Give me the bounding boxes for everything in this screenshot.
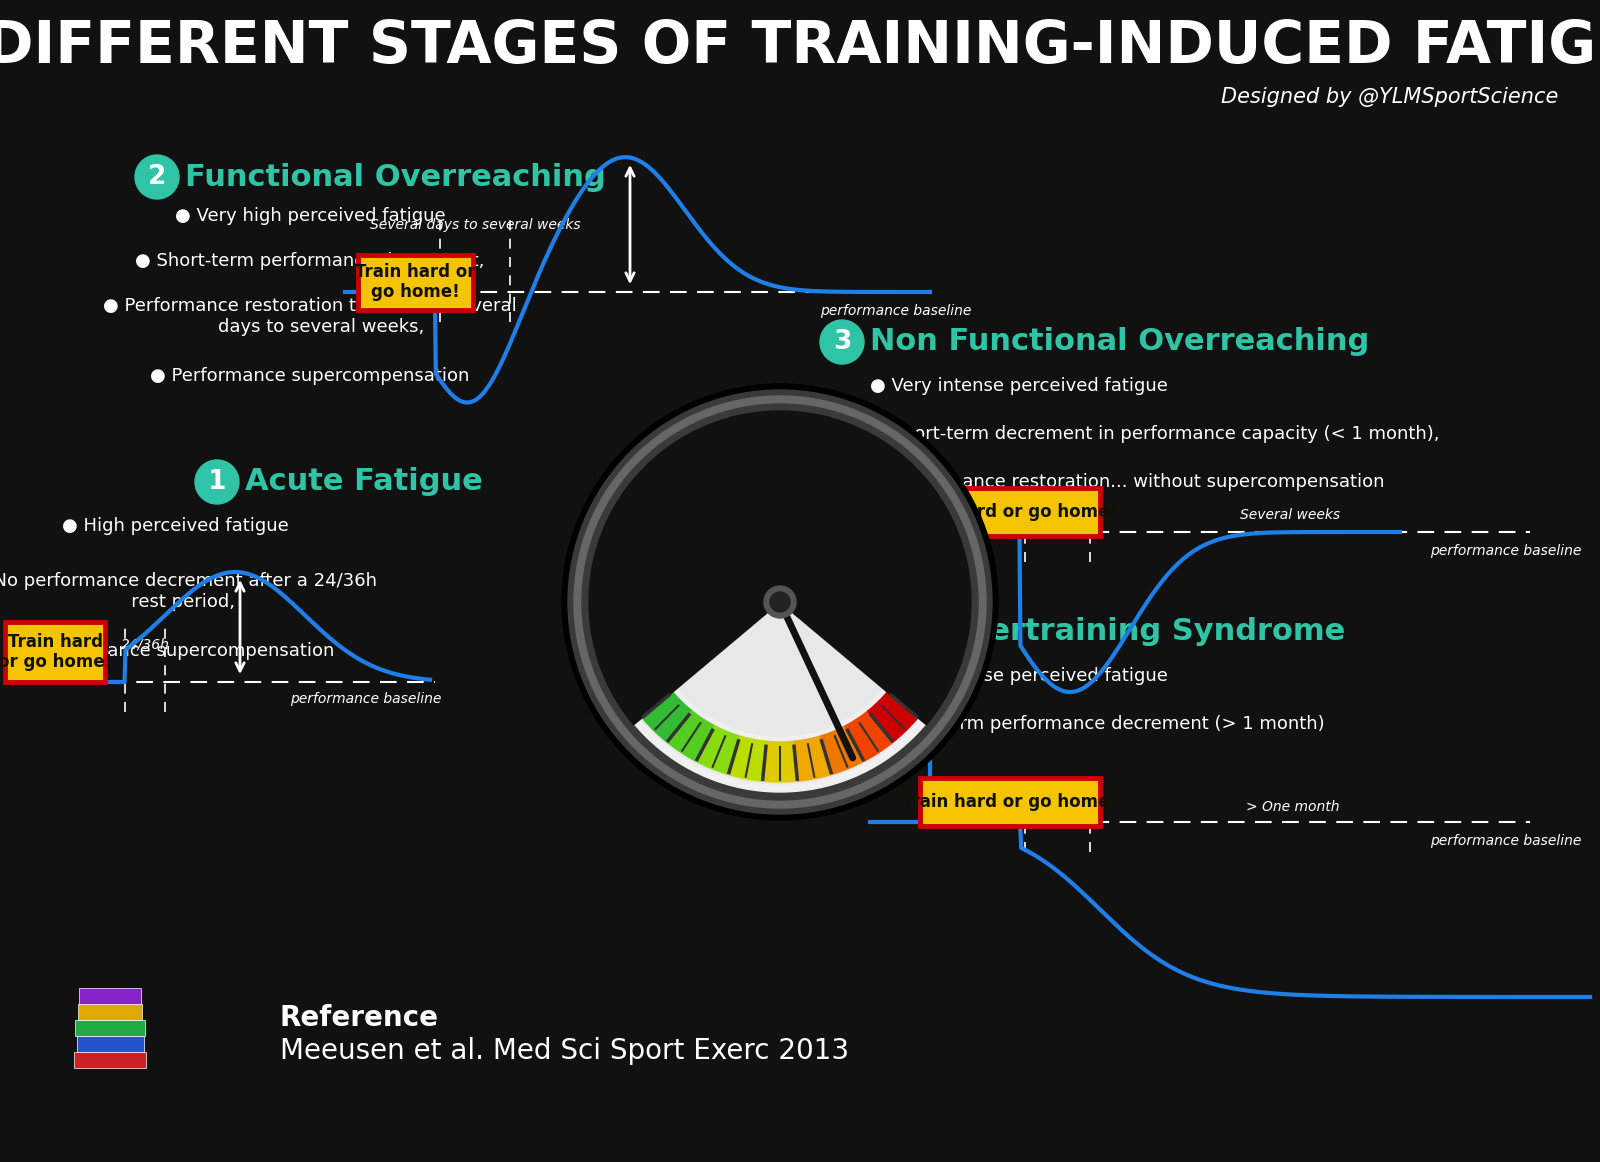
Wedge shape: [867, 693, 918, 743]
Text: performance baseline: performance baseline: [1430, 544, 1581, 558]
Circle shape: [574, 396, 986, 808]
Circle shape: [562, 383, 998, 820]
Text: ● Performance supercompensation: ● Performance supercompensation: [16, 641, 334, 660]
Circle shape: [568, 390, 992, 815]
Wedge shape: [763, 741, 797, 782]
Circle shape: [819, 610, 864, 654]
Text: Several weeks: Several weeks: [1240, 508, 1341, 522]
Circle shape: [765, 586, 797, 618]
Text: > One month: > One month: [1246, 799, 1341, 815]
Text: performance baseline: performance baseline: [1430, 834, 1581, 848]
FancyBboxPatch shape: [75, 1020, 146, 1037]
Wedge shape: [728, 736, 766, 781]
FancyBboxPatch shape: [920, 779, 1101, 826]
Text: 4: 4: [834, 619, 851, 645]
FancyBboxPatch shape: [78, 988, 141, 1004]
Text: THE DIFFERENT STAGES OF TRAINING-INDUCED FATIGUE: THE DIFFERENT STAGES OF TRAINING-INDUCED…: [0, 19, 1600, 76]
FancyBboxPatch shape: [78, 1004, 142, 1020]
Wedge shape: [642, 693, 693, 743]
Text: performance baseline: performance baseline: [290, 693, 442, 706]
Text: ● Very intense perceived fatigue: ● Very intense perceived fatigue: [870, 376, 1168, 395]
Text: ● Very intense perceived fatigue: ● Very intense perceived fatigue: [870, 667, 1168, 686]
Text: ● Short-term performance decrement,: ● Short-term performance decrement,: [136, 252, 485, 270]
Text: ● High perceived fatigue: ● High perceived fatigue: [62, 517, 288, 535]
Text: 3: 3: [834, 329, 851, 356]
Text: Train hard or go home!: Train hard or go home!: [902, 503, 1117, 521]
FancyBboxPatch shape: [920, 488, 1101, 536]
Circle shape: [590, 413, 970, 792]
Text: The Overtraining Syndrome: The Overtraining Syndrome: [870, 617, 1346, 646]
Wedge shape: [667, 711, 715, 761]
Circle shape: [195, 460, 238, 504]
Wedge shape: [821, 726, 864, 774]
Text: Designed by @YLMSportScience: Designed by @YLMSportScience: [1221, 87, 1558, 107]
FancyBboxPatch shape: [74, 1052, 146, 1068]
Text: Reference: Reference: [280, 1004, 438, 1032]
Text: Train hard or
go home!: Train hard or go home!: [355, 263, 475, 301]
Text: performance baseline: performance baseline: [819, 304, 971, 318]
Text: Several days to several weeks: Several days to several weeks: [370, 218, 581, 232]
Wedge shape: [845, 711, 893, 761]
Text: Non Functional Overreaching: Non Functional Overreaching: [870, 328, 1370, 357]
Circle shape: [646, 468, 914, 736]
Circle shape: [582, 404, 978, 799]
Text: Train hard or go home!: Train hard or go home!: [902, 792, 1117, 811]
Text: Acute Fatigue: Acute Fatigue: [245, 467, 483, 496]
Wedge shape: [794, 736, 832, 781]
Text: Train hard
or go home!: Train hard or go home!: [0, 632, 112, 672]
Text: ● Performance restoration... without supercompensation: ● Performance restoration... without sup…: [870, 473, 1384, 492]
FancyBboxPatch shape: [5, 622, 106, 682]
Wedge shape: [696, 726, 739, 774]
FancyBboxPatch shape: [77, 1037, 144, 1052]
Text: 1: 1: [208, 469, 226, 495]
Text: ● Performance restoration takes from several
    days to several weeks,: ● Performance restoration takes from sev…: [102, 297, 517, 336]
Text: ● No performance decrement after a 24/36h
   rest period,: ● No performance decrement after a 24/36…: [0, 572, 378, 611]
Circle shape: [770, 591, 790, 612]
Text: Functional Overreaching: Functional Overreaching: [186, 163, 606, 192]
Circle shape: [134, 155, 179, 199]
Text: ● Short-term decrement in performance capacity (< 1 month),: ● Short-term decrement in performance ca…: [870, 425, 1440, 443]
Circle shape: [598, 419, 962, 784]
Text: ● Very high perceived fatigue: ● Very high perceived fatigue: [174, 207, 445, 225]
FancyBboxPatch shape: [357, 254, 472, 309]
Circle shape: [642, 464, 918, 740]
Text: ● Performance supercompensation: ● Performance supercompensation: [150, 367, 470, 385]
Text: ● Long-term performance decrement (> 1 month): ● Long-term performance decrement (> 1 m…: [870, 715, 1325, 733]
Text: 24/36h: 24/36h: [120, 638, 170, 652]
Wedge shape: [589, 411, 971, 725]
Text: Meeusen et al. Med Sci Sport Exerc 2013: Meeusen et al. Med Sci Sport Exerc 2013: [280, 1037, 850, 1066]
Text: 2: 2: [147, 164, 166, 191]
Circle shape: [819, 320, 864, 364]
